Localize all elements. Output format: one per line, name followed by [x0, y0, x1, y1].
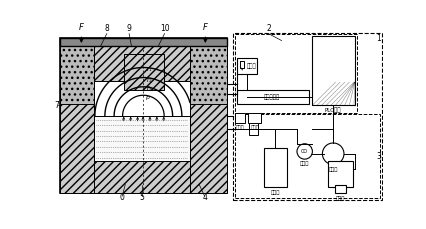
- Text: 直彭法: 直彭法: [328, 167, 337, 172]
- Bar: [190, 46, 226, 104]
- Text: 3: 3: [375, 152, 380, 161]
- Bar: [327, 161, 352, 187]
- Text: 0: 0: [119, 193, 124, 202]
- Text: 4: 4: [201, 193, 207, 202]
- Text: 配液简: 配液简: [270, 190, 279, 195]
- Bar: [124, 54, 164, 90]
- Text: $T_1$: $T_1$: [144, 65, 153, 74]
- Bar: [94, 116, 190, 161]
- Bar: [312, 36, 354, 105]
- Text: $T_3$: $T_3$: [144, 84, 153, 93]
- Text: 10: 10: [159, 24, 169, 33]
- Bar: [60, 38, 226, 46]
- Bar: [94, 46, 190, 81]
- Text: 流量计: 流量计: [299, 161, 309, 166]
- Text: F: F: [202, 23, 207, 32]
- Circle shape: [322, 143, 343, 165]
- Text: $p$: $p$: [144, 94, 150, 102]
- Text: 2: 2: [265, 24, 270, 33]
- Bar: [247, 113, 260, 123]
- Bar: [60, 38, 226, 193]
- Bar: [236, 57, 256, 74]
- Text: CO: CO: [300, 149, 308, 154]
- Bar: [234, 34, 356, 113]
- Text: 温度控制器: 温度控制器: [264, 94, 280, 100]
- Bar: [236, 90, 308, 104]
- Text: 5: 5: [139, 193, 144, 202]
- Bar: [263, 148, 286, 187]
- Bar: [60, 104, 94, 193]
- Text: $T_2$: $T_2$: [144, 76, 153, 85]
- Bar: [334, 185, 345, 193]
- Text: 钇液筒: 钇液筒: [335, 196, 344, 201]
- Bar: [60, 46, 94, 104]
- Bar: [233, 33, 381, 200]
- Bar: [94, 161, 190, 193]
- Bar: [234, 114, 379, 198]
- Bar: [234, 113, 245, 123]
- Bar: [249, 123, 258, 134]
- Text: F: F: [79, 23, 83, 32]
- Text: 9: 9: [127, 24, 131, 33]
- Text: 8: 8: [104, 24, 109, 33]
- Text: 温度计: 温度计: [246, 63, 256, 69]
- Text: 1: 1: [375, 34, 380, 44]
- Text: 压力表: 压力表: [250, 125, 258, 130]
- Text: PLC控制: PLC控制: [324, 108, 341, 113]
- Text: 节流阀: 节流阀: [235, 125, 244, 130]
- Bar: [190, 104, 226, 193]
- Circle shape: [296, 144, 312, 159]
- Text: 7: 7: [54, 101, 59, 110]
- Bar: [94, 81, 190, 116]
